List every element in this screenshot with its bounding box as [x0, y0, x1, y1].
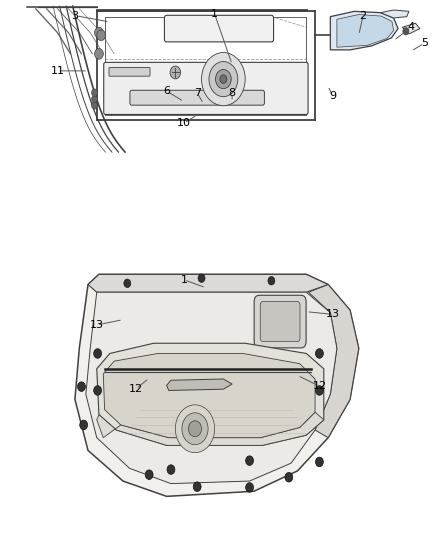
Circle shape: [246, 456, 254, 465]
Circle shape: [92, 89, 98, 96]
Polygon shape: [337, 14, 394, 47]
FancyBboxPatch shape: [260, 302, 300, 342]
FancyBboxPatch shape: [104, 62, 308, 115]
Circle shape: [403, 28, 409, 35]
Circle shape: [182, 413, 208, 445]
Text: 13: 13: [90, 320, 104, 330]
Circle shape: [315, 386, 323, 395]
Text: 4: 4: [407, 22, 415, 33]
Circle shape: [97, 30, 106, 41]
Circle shape: [268, 277, 275, 285]
FancyBboxPatch shape: [164, 15, 274, 42]
Text: 6: 6: [163, 86, 170, 96]
Text: 7: 7: [194, 88, 201, 98]
Circle shape: [220, 75, 227, 83]
Text: 12: 12: [129, 384, 143, 394]
Polygon shape: [86, 292, 337, 483]
Text: 3: 3: [71, 11, 78, 21]
Circle shape: [92, 102, 98, 109]
Circle shape: [145, 470, 153, 480]
Text: 1: 1: [211, 9, 218, 19]
Circle shape: [92, 95, 98, 103]
FancyBboxPatch shape: [130, 90, 265, 105]
Circle shape: [315, 349, 323, 358]
Circle shape: [124, 279, 131, 287]
Circle shape: [170, 66, 180, 79]
Polygon shape: [308, 285, 359, 438]
Polygon shape: [330, 11, 398, 50]
Polygon shape: [381, 10, 409, 18]
Text: 2: 2: [360, 11, 367, 21]
Text: 11: 11: [50, 66, 64, 76]
Circle shape: [80, 420, 88, 430]
Circle shape: [94, 386, 102, 395]
Circle shape: [78, 382, 85, 391]
Polygon shape: [97, 343, 324, 446]
Polygon shape: [88, 274, 328, 292]
Circle shape: [193, 482, 201, 491]
Circle shape: [175, 405, 215, 453]
Circle shape: [246, 483, 254, 492]
Polygon shape: [75, 274, 359, 496]
Text: 9: 9: [329, 91, 336, 101]
Text: 5: 5: [421, 38, 428, 48]
Text: 12: 12: [312, 381, 326, 391]
Circle shape: [215, 69, 231, 88]
Circle shape: [285, 472, 293, 482]
Polygon shape: [166, 379, 232, 391]
Circle shape: [167, 465, 175, 474]
Circle shape: [95, 27, 103, 38]
FancyBboxPatch shape: [109, 67, 150, 76]
Polygon shape: [97, 412, 324, 446]
Polygon shape: [103, 353, 315, 438]
Circle shape: [188, 421, 201, 437]
Circle shape: [209, 62, 238, 96]
Circle shape: [94, 349, 102, 358]
FancyBboxPatch shape: [254, 295, 306, 348]
Circle shape: [95, 49, 103, 59]
Circle shape: [198, 274, 205, 282]
Circle shape: [315, 457, 323, 467]
Text: 10: 10: [177, 118, 191, 128]
Polygon shape: [403, 23, 420, 34]
Circle shape: [201, 53, 245, 106]
Text: 13: 13: [325, 309, 339, 319]
Text: 1: 1: [180, 275, 187, 285]
Text: 8: 8: [229, 88, 236, 98]
